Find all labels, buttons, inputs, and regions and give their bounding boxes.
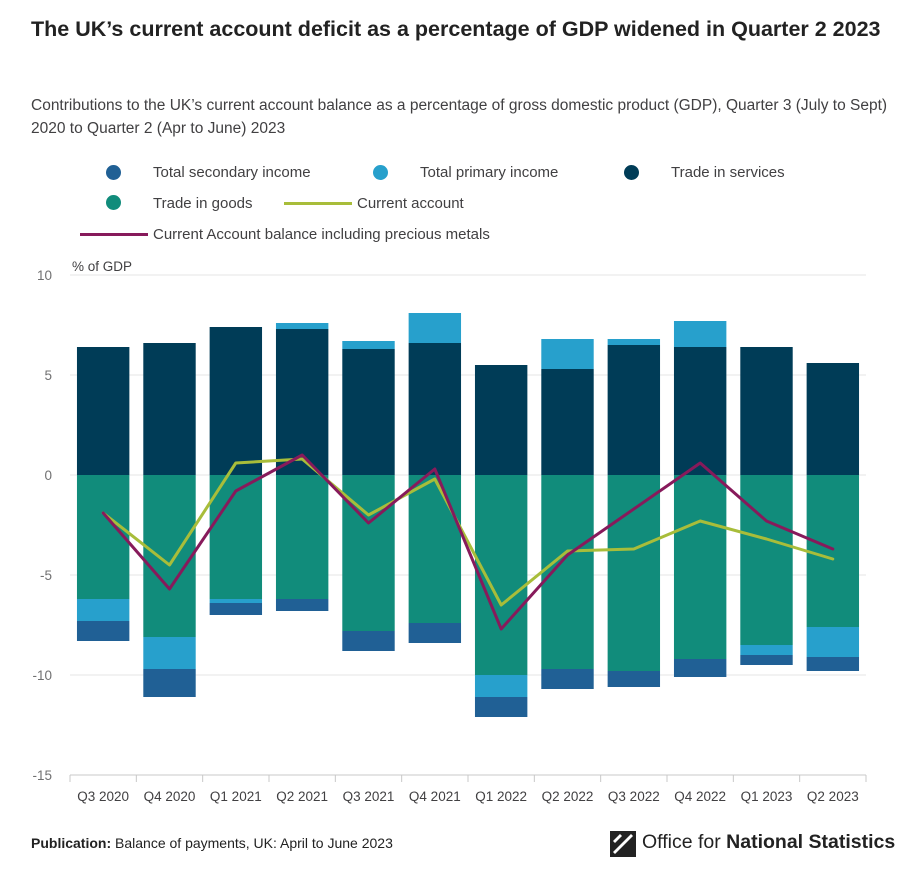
bar-primary — [342, 341, 395, 349]
y-tick-label: 5 — [44, 368, 52, 383]
bar-services — [275, 329, 329, 475]
y-tick-label: -10 — [32, 668, 52, 683]
bar-services — [474, 365, 528, 475]
bar-primary — [209, 599, 263, 603]
bar-primary — [607, 339, 661, 345]
bar-services — [342, 349, 395, 475]
bar-secondary — [541, 669, 594, 689]
bar-goods — [474, 475, 528, 675]
legend-label-services: Trade in services — [671, 164, 785, 181]
x-tick-label: Q4 2020 — [144, 789, 196, 804]
bar-goods — [76, 475, 130, 599]
bar-goods — [740, 475, 793, 645]
ons-logo-text: Office for National Statistics — [642, 831, 896, 853]
y-tick-label: 10 — [37, 268, 52, 283]
axes: 10 5 0 -5 -10 -15 % of GDP Q3 2020 Q4 2020 Q1 202… — [32, 259, 867, 804]
bar-goods — [607, 475, 661, 671]
bar-services — [673, 347, 727, 475]
x-tick-label: Q1 2021 — [210, 789, 262, 804]
bar-secondary — [806, 657, 860, 671]
bars — [76, 313, 860, 717]
chart-subtitle: Contributions to the UK’s current accoun… — [31, 97, 888, 137]
legend-label-secondary: Total secondary income — [153, 164, 311, 181]
bar-secondary — [607, 671, 661, 687]
legend-marker-current — [284, 202, 352, 205]
series-line-precious — [101, 453, 835, 631]
y-axis-label: % of GDP — [72, 259, 132, 274]
legend-marker-precious — [80, 233, 148, 236]
bar-secondary — [408, 623, 462, 643]
x-tick-label: Q1 2022 — [475, 789, 527, 804]
x-tick-label: Q2 2022 — [542, 789, 594, 804]
bar-services — [209, 327, 263, 475]
chart-plot: 10 5 0 -5 -10 -15 % of GDP Q3 2020 Q4 2020 Q1 202… — [32, 259, 867, 804]
bar-primary — [143, 637, 196, 669]
bar-secondary — [76, 621, 130, 641]
bar-goods — [806, 475, 860, 627]
series-lines — [101, 453, 835, 631]
x-tick-label: Q2 2023 — [807, 789, 859, 804]
bar-primary — [474, 675, 528, 697]
chart-title: The UK’s current account deficit as a pe… — [31, 17, 881, 41]
legend-marker-goods — [106, 195, 121, 210]
bar-primary — [275, 323, 329, 329]
x-tick-label: Q2 2021 — [276, 789, 328, 804]
legend-marker-primary — [373, 165, 388, 180]
y-tick-label: -15 — [32, 768, 52, 783]
bar-secondary — [275, 599, 329, 611]
footer-text: Balance of payments, UK: April to June 2… — [115, 835, 393, 851]
legend-label-primary: Total primary income — [420, 164, 559, 181]
bar-services — [607, 345, 661, 475]
bar-services — [76, 347, 130, 475]
bar-primary — [740, 645, 793, 655]
x-tick-label: Q4 2022 — [674, 789, 726, 804]
footer-label: Publication: — [31, 835, 112, 851]
bar-services — [541, 369, 594, 475]
legend-label-goods: Trade in goods — [153, 195, 253, 212]
bar-services — [408, 343, 462, 475]
bar-primary — [76, 599, 130, 621]
y-tick-label: 0 — [44, 468, 52, 483]
ons-logo-icon — [610, 831, 636, 857]
bar-services — [143, 343, 196, 475]
footer-publication: Publication: Balance of payments, UK: Ap… — [31, 835, 393, 851]
bar-primary — [673, 321, 727, 347]
bar-secondary — [209, 603, 263, 615]
bar-goods — [209, 475, 263, 599]
x-tick-label: Q3 2021 — [343, 789, 395, 804]
x-tick-label: Q1 2023 — [741, 789, 793, 804]
ons-logo: Office for National Statistics — [610, 828, 895, 860]
legend-label-precious: Current Account balance including precio… — [153, 226, 490, 243]
bar-services — [740, 347, 793, 475]
bar-secondary — [342, 631, 395, 651]
x-tick-label: Q3 2020 — [77, 789, 129, 804]
bar-primary — [408, 313, 462, 343]
bar-goods — [143, 475, 196, 637]
bar-primary — [806, 627, 860, 657]
bar-goods — [275, 475, 329, 599]
bar-goods — [408, 475, 462, 623]
bar-services — [806, 363, 860, 475]
x-tick-label: Q3 2022 — [608, 789, 660, 804]
bar-goods — [541, 475, 594, 669]
legend-label-current: Current account — [357, 195, 464, 212]
legend-marker-secondary — [106, 165, 121, 180]
x-tick-label: Q4 2021 — [409, 789, 461, 804]
y-tick-label: -5 — [40, 568, 52, 583]
bar-secondary — [474, 697, 528, 717]
bar-primary — [541, 339, 594, 369]
series-line-current — [101, 457, 835, 607]
bar-secondary — [673, 659, 727, 677]
bar-secondary — [143, 669, 196, 697]
bar-secondary — [740, 655, 793, 665]
legend-marker-services — [624, 165, 639, 180]
bar-goods — [673, 475, 727, 659]
